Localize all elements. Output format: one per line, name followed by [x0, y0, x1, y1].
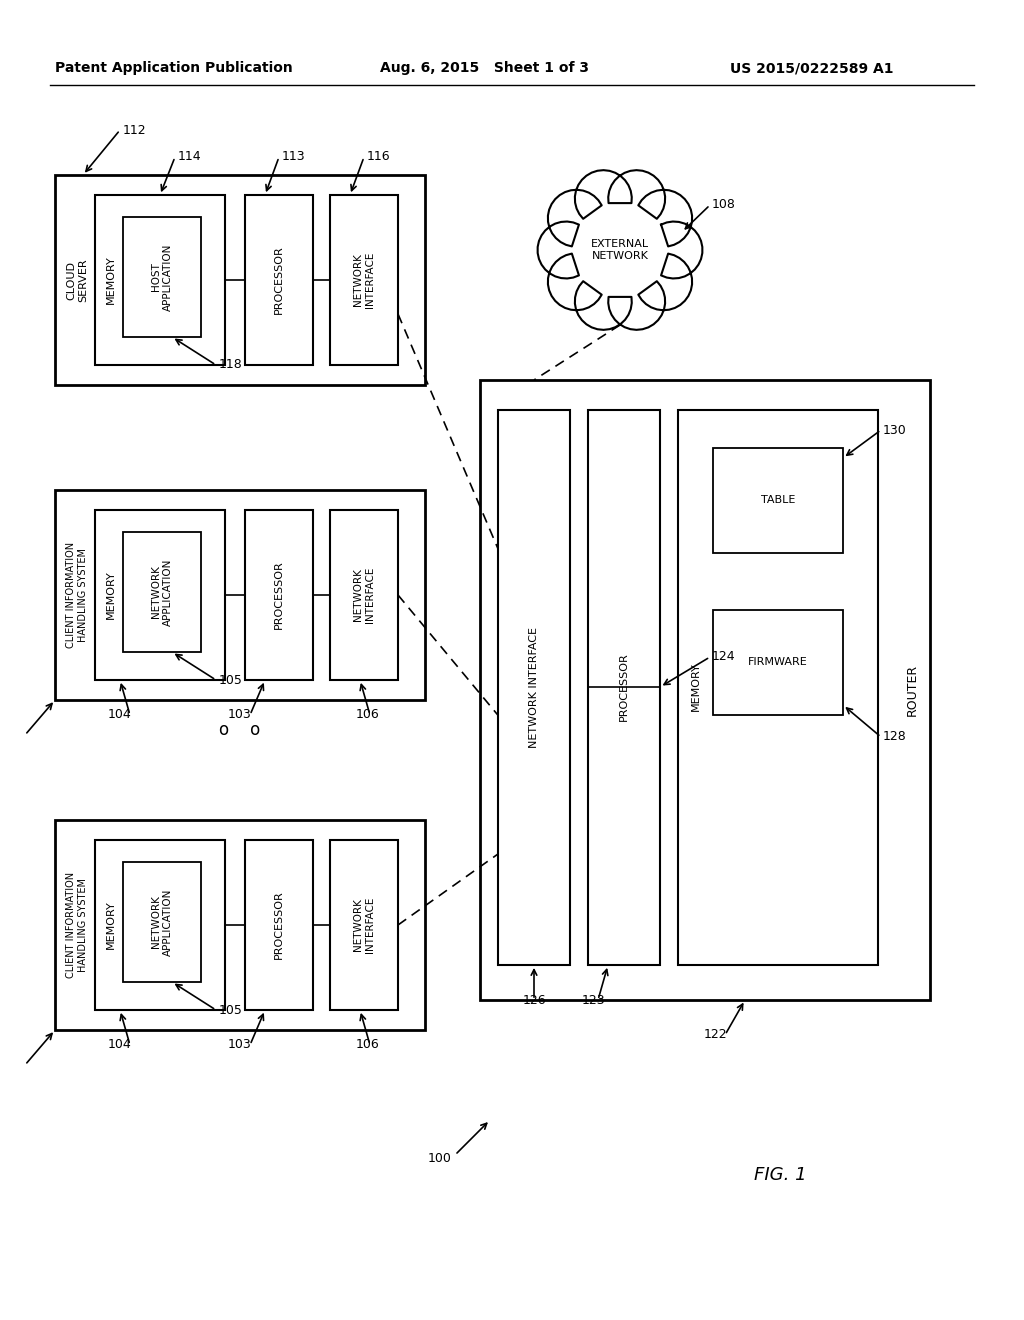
Text: 113: 113 — [282, 150, 305, 164]
Text: 128: 128 — [883, 730, 906, 743]
Bar — [480, 380, 930, 1001]
Bar — [245, 195, 313, 366]
Bar — [95, 195, 225, 366]
Text: CLIENT INFORMATION
HANDLING SYSTEM: CLIENT INFORMATION HANDLING SYSTEM — [67, 873, 88, 978]
Text: 122: 122 — [703, 1028, 727, 1041]
Text: 104: 104 — [109, 1039, 132, 1052]
Text: 103: 103 — [228, 709, 252, 722]
Text: 100: 100 — [428, 1151, 452, 1164]
Text: 114: 114 — [178, 150, 202, 164]
Bar — [713, 610, 843, 715]
Text: NETWORK
INTERFACE: NETWORK INTERFACE — [353, 566, 375, 623]
Bar — [55, 490, 425, 700]
Text: US 2015/0222589 A1: US 2015/0222589 A1 — [730, 61, 894, 75]
Bar — [713, 447, 843, 553]
Text: 118: 118 — [219, 359, 243, 371]
Text: 126: 126 — [522, 994, 546, 1006]
Text: CLIENT INFORMATION
HANDLING SYSTEM: CLIENT INFORMATION HANDLING SYSTEM — [67, 543, 88, 648]
Text: 106: 106 — [356, 709, 380, 722]
Text: NETWORK
APPLICATION: NETWORK APPLICATION — [152, 558, 173, 626]
Text: Patent Application Publication: Patent Application Publication — [55, 61, 293, 75]
Text: 112: 112 — [123, 124, 146, 136]
Text: MEMORY: MEMORY — [106, 256, 116, 305]
Text: PROCESSOR: PROCESSOR — [274, 891, 284, 960]
Text: FIRMWARE: FIRMWARE — [749, 657, 808, 667]
Bar — [330, 840, 398, 1010]
Text: 130: 130 — [883, 424, 906, 437]
Text: PROCESSOR: PROCESSOR — [618, 652, 629, 721]
Bar — [123, 216, 201, 337]
Bar — [330, 510, 398, 680]
Text: FIG. 1: FIG. 1 — [754, 1166, 806, 1184]
Text: 124: 124 — [712, 651, 735, 664]
Text: ROUTER: ROUTER — [905, 664, 919, 715]
Text: 104: 104 — [109, 709, 132, 722]
Text: 123: 123 — [582, 994, 605, 1006]
Text: 105: 105 — [219, 673, 243, 686]
Text: 116: 116 — [367, 150, 390, 164]
Text: o    o: o o — [219, 721, 261, 739]
Text: 108: 108 — [712, 198, 736, 211]
Text: PROCESSOR: PROCESSOR — [274, 246, 284, 314]
Bar — [55, 176, 425, 385]
Text: CLOUD
SERVER: CLOUD SERVER — [67, 259, 88, 302]
Text: NETWORK
APPLICATION: NETWORK APPLICATION — [152, 888, 173, 956]
Bar — [123, 862, 201, 982]
Text: PROCESSOR: PROCESSOR — [274, 561, 284, 630]
Text: 105: 105 — [219, 1003, 243, 1016]
Bar — [245, 840, 313, 1010]
Bar — [330, 195, 398, 366]
Text: MEMORY: MEMORY — [691, 663, 701, 711]
Bar — [498, 411, 570, 965]
Bar — [245, 510, 313, 680]
Text: NETWORK INTERFACE: NETWORK INTERFACE — [529, 627, 539, 747]
Bar — [55, 820, 425, 1030]
Text: NETWORK
INTERFACE: NETWORK INTERFACE — [353, 252, 375, 308]
Polygon shape — [538, 170, 702, 330]
Bar — [678, 411, 878, 965]
Text: 106: 106 — [356, 1039, 380, 1052]
Text: MEMORY: MEMORY — [106, 900, 116, 949]
Bar — [123, 532, 201, 652]
Bar — [588, 411, 660, 965]
Text: MEMORY: MEMORY — [106, 570, 116, 619]
Text: EXTERNAL
NETWORK: EXTERNAL NETWORK — [591, 239, 649, 261]
Bar — [95, 510, 225, 680]
Text: TABLE: TABLE — [761, 495, 796, 506]
Text: HOST
APPLICATION: HOST APPLICATION — [152, 243, 173, 310]
Text: NETWORK
INTERFACE: NETWORK INTERFACE — [353, 896, 375, 953]
Text: 103: 103 — [228, 1039, 252, 1052]
Bar — [95, 840, 225, 1010]
Text: Aug. 6, 2015   Sheet 1 of 3: Aug. 6, 2015 Sheet 1 of 3 — [380, 61, 589, 75]
